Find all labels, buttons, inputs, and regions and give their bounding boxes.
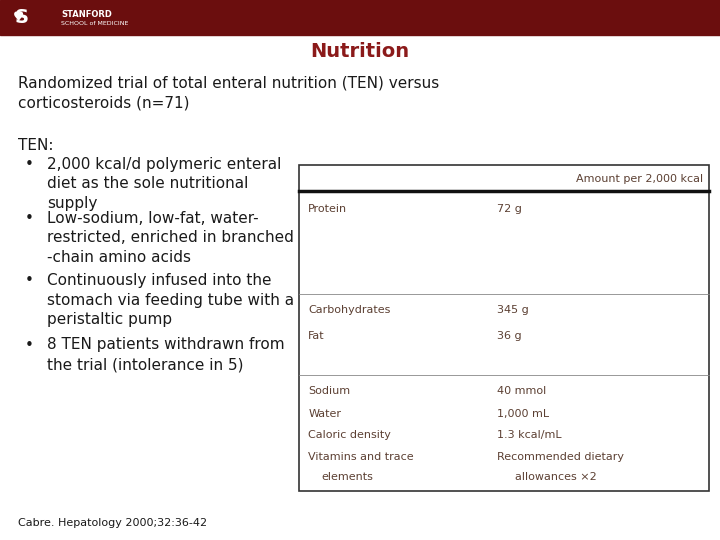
Text: 40 mmol: 40 mmol	[497, 386, 546, 396]
Text: SCHOOL of MEDICINE: SCHOOL of MEDICINE	[61, 22, 129, 26]
Text: TEN:: TEN:	[18, 138, 53, 153]
Text: 1,000 mL: 1,000 mL	[497, 409, 549, 419]
Text: Nutrition: Nutrition	[310, 42, 410, 61]
Text: Caloric density: Caloric density	[308, 430, 391, 441]
Text: 8 TEN patients withdrawn from
the trial (intolerance in 5): 8 TEN patients withdrawn from the trial …	[47, 338, 284, 372]
Text: Protein: Protein	[308, 204, 347, 214]
Text: Randomized trial of total enteral nutrition (TEN) versus
corticosteroids (n=71): Randomized trial of total enteral nutrit…	[18, 76, 439, 110]
Text: Continuously infused into the
stomach via feeding tube with a
peristaltic pump: Continuously infused into the stomach vi…	[47, 273, 294, 327]
Text: •: •	[25, 338, 34, 353]
Text: Carbohydrates: Carbohydrates	[308, 305, 390, 315]
Text: elements: elements	[321, 472, 373, 483]
Text: •: •	[25, 273, 34, 288]
Text: 345 g: 345 g	[497, 305, 528, 315]
Text: S: S	[14, 8, 28, 27]
Text: 2,000 kcal/d polymeric enteral
diet as the sole nutritional
supply: 2,000 kcal/d polymeric enteral diet as t…	[47, 157, 282, 211]
Text: STANFORD: STANFORD	[61, 10, 112, 19]
Text: 72 g: 72 g	[497, 204, 522, 214]
Text: Cabre. Hepatology 2000;32:36-42: Cabre. Hepatology 2000;32:36-42	[18, 518, 207, 528]
Text: ♥: ♥	[13, 11, 24, 24]
Text: Amount per 2,000 kcal: Amount per 2,000 kcal	[576, 174, 703, 185]
Text: allowances ×2: allowances ×2	[515, 472, 597, 483]
Text: Vitamins and trace: Vitamins and trace	[308, 452, 414, 462]
Text: Low-sodium, low-fat, water-
restricted, enriched in branched
-chain amino acids: Low-sodium, low-fat, water- restricted, …	[47, 211, 294, 265]
Text: •: •	[25, 157, 34, 172]
Text: Water: Water	[308, 409, 341, 419]
Text: 1.3 kcal/mL: 1.3 kcal/mL	[497, 430, 562, 441]
Bar	[0, 0, 720, 35]
Text: Recommended dietary: Recommended dietary	[497, 452, 624, 462]
Text: Sodium: Sodium	[308, 386, 351, 396]
Text: 36 g: 36 g	[497, 331, 521, 341]
Text: •: •	[25, 211, 34, 226]
Bar	[299, 165, 709, 491]
Text: Fat: Fat	[308, 331, 325, 341]
